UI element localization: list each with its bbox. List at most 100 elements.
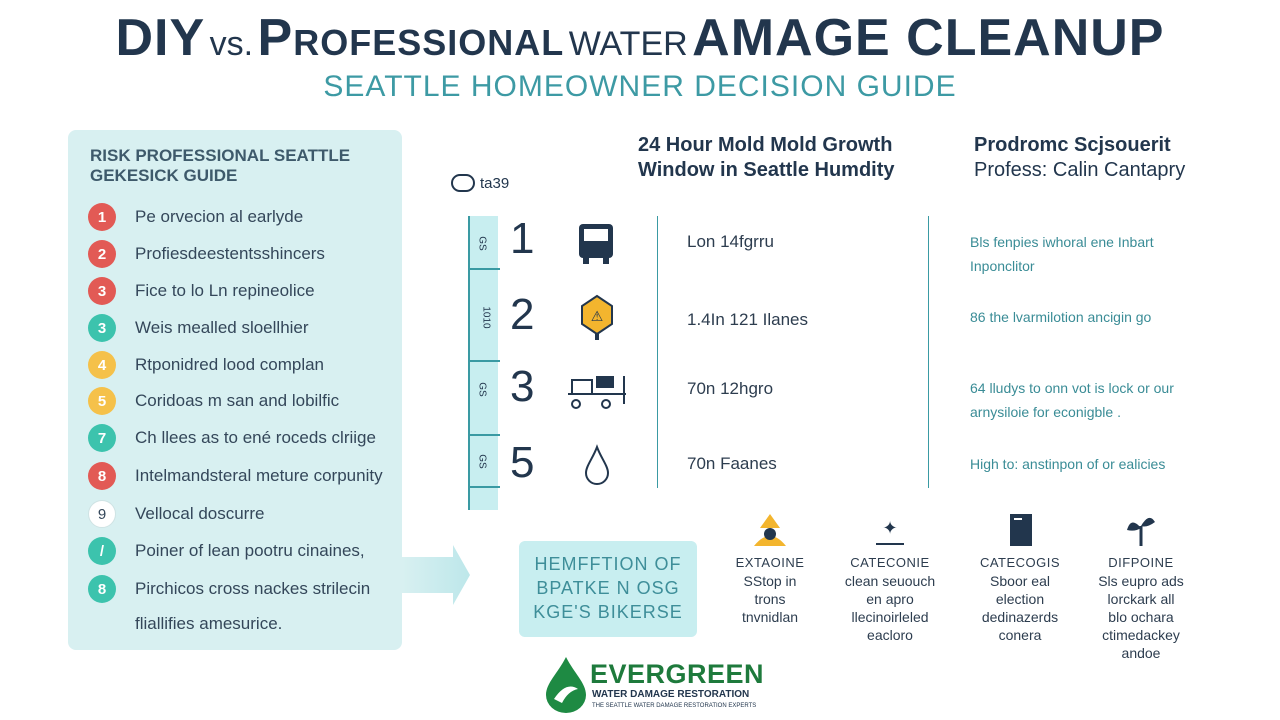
category-line: election bbox=[995, 591, 1045, 607]
category-line: dedinazerds bbox=[981, 609, 1059, 625]
center-line-1: HEMFFTION OF bbox=[534, 554, 682, 574]
category-card: DIFPOINE Sls eupro ads lorckark all blo … bbox=[1076, 508, 1206, 662]
step-number-badge: 3 bbox=[88, 314, 116, 342]
sparkle-icon: ✦ bbox=[825, 508, 955, 548]
mold-time-cell: 1.4In 121 Ilanes bbox=[687, 310, 808, 329]
svg-text:✦: ✦ bbox=[882, 518, 897, 539]
step-item: 9 Vellocal doscurre bbox=[88, 499, 264, 529]
category-line: conera bbox=[998, 627, 1042, 643]
category-line: lorckark all bbox=[1107, 591, 1175, 607]
step-text: Pirchicos cross nackes strilecin bbox=[135, 579, 371, 598]
step-text: Pe orvecion al earlyde bbox=[135, 207, 304, 226]
title-vs: vs. bbox=[209, 25, 254, 63]
pro-note-cell: High to: anstinpon of or ealicies bbox=[970, 452, 1165, 476]
step-item: fliallifies amesurice. bbox=[88, 609, 282, 639]
pro-heading-line1: Prodromc Scjsouerit bbox=[974, 134, 1171, 156]
step-number-badge: 7 bbox=[88, 424, 116, 452]
scale-label: GS bbox=[476, 382, 488, 397]
step-number-badge: 4 bbox=[88, 351, 116, 379]
pro-note-line: 86 the lvarmilotion ancigin go bbox=[970, 309, 1152, 325]
panel-heading-line2: GEKESICK GUIDE bbox=[90, 166, 238, 185]
step-item: 7 Ch llees as to ené roceds clriige bbox=[88, 423, 376, 453]
scale-tick bbox=[470, 434, 500, 436]
row-number: 3 bbox=[510, 362, 535, 411]
mold-time-cell: Lon 14fgrru bbox=[687, 232, 774, 251]
scale-label: GS bbox=[476, 454, 488, 469]
step-item: 3 Fice to lo Ln repineolice bbox=[88, 276, 315, 306]
pro-note-cell: 86 the lvarmilotion ancigin go bbox=[970, 305, 1151, 329]
step-item: 4 Rtponidred lood complan bbox=[88, 350, 324, 380]
mold-time-cell: 70n Faanes bbox=[687, 454, 777, 473]
step-text: Rtponidred lood complan bbox=[135, 355, 325, 374]
pro-note-line: Inponclitor bbox=[970, 258, 1035, 274]
scale-label: GS bbox=[476, 236, 488, 251]
risk-guide-panel: RISK PROFESSIONAL SEATTLE GEKESICK GUIDE… bbox=[68, 130, 402, 650]
scale-label: 1010 bbox=[480, 306, 492, 329]
step-text: Poiner of lean pootru cinaines, bbox=[135, 541, 365, 560]
step-text: Intelmandsteral meture corpunity bbox=[135, 466, 383, 485]
panel-heading: RISK PROFESSIONAL SEATTLE GEKESICK GUIDE bbox=[90, 146, 350, 186]
pro-note-line: arnysiloie for econigble . bbox=[970, 404, 1121, 420]
step-number-badge: 9 bbox=[88, 500, 116, 528]
panel-heading-line1: RISK PROFESSIONAL SEATTLE bbox=[90, 146, 351, 165]
step-text: Profiesdeestentsshincers bbox=[135, 244, 325, 263]
step-item: 5 Coridoas m san and lobilfic bbox=[88, 386, 339, 416]
mold-window-heading: 24 Hour Mold Mold Growth Window in Seatt… bbox=[638, 133, 895, 183]
pro-note-cell: Bls fenpies iwhoral ene Inbart Inponclit… bbox=[970, 230, 1154, 278]
step-text: Fice to lo Ln repineolice bbox=[135, 281, 315, 300]
pro-heading-line2: Profess: Calin Cantapry bbox=[974, 159, 1186, 181]
step-text: Ch llees as to ené roceds clriige bbox=[135, 428, 376, 447]
hazard-person-icon bbox=[705, 508, 835, 548]
leaf-drop-icon bbox=[546, 657, 586, 713]
step-item: 8 Pirchicos cross nackes strilecin bbox=[88, 574, 370, 604]
logo-tagline: WATER DAMAGE RESTORATION bbox=[592, 689, 750, 700]
step-item: 8 Intelmandsteral meture corpunity bbox=[88, 461, 383, 491]
category-line: llecinoirleled bbox=[851, 609, 929, 625]
pro-note-line: High to: anstinpon of or ealicies bbox=[970, 456, 1166, 472]
column-divider bbox=[928, 216, 929, 488]
step-text: Weis mealled sloellhier bbox=[135, 318, 309, 337]
step-number-badge: 8 bbox=[88, 462, 116, 490]
logo-name: EVERGREEN bbox=[590, 659, 765, 689]
document-icon bbox=[955, 508, 1085, 548]
step-item: 1 Pe orvecion al earlyde bbox=[88, 202, 303, 232]
category-line: clean seuouch bbox=[844, 573, 936, 589]
category-line: Sboor eal bbox=[990, 573, 1050, 589]
row-number: 1 bbox=[510, 214, 535, 263]
mold-heading-line1: 24 Hour Mold Mold Growth bbox=[638, 134, 893, 156]
page-subtitle: SEATTLE HOMEOWNER DECISION GUIDE bbox=[323, 70, 957, 103]
category-line: ctimedackey bbox=[1102, 627, 1180, 643]
row-number: 5 bbox=[510, 438, 535, 487]
step-item: 2 Profiesdeestentsshincers bbox=[88, 239, 325, 269]
center-summary-box: HEMFFTION OF BPATKE N OSG KGE'S BIKERSE bbox=[519, 541, 697, 637]
equipment-cart-icon bbox=[568, 376, 626, 409]
category-line: blo ochara bbox=[1108, 609, 1174, 625]
category-line: eacloro bbox=[867, 627, 913, 643]
center-line-3: KGE'S BIKERSE bbox=[533, 602, 683, 622]
arrow-connector bbox=[402, 545, 470, 605]
category-card: EXTAOINE SStop in trons tnvnidlan bbox=[705, 508, 835, 626]
step-item: / Poiner of lean pootru cinaines, bbox=[88, 536, 365, 566]
plant-icon bbox=[1076, 508, 1206, 548]
title-professional: Professional bbox=[257, 9, 565, 67]
category-name: DIFPOINE bbox=[1108, 555, 1174, 570]
svg-text:⚠: ⚠ bbox=[591, 309, 604, 325]
evergreen-logo: EVERGREEN WATER DAMAGE RESTORATION THE S… bbox=[540, 655, 764, 715]
timer-icon bbox=[451, 174, 475, 192]
step-text: fliallifies amesurice. bbox=[135, 614, 283, 633]
category-name: CATECOGIS bbox=[979, 555, 1061, 570]
step-text: Vellocal doscurre bbox=[135, 504, 265, 523]
center-line-2: BPATKE N OSG bbox=[536, 578, 680, 598]
step-number-badge: 5 bbox=[88, 387, 116, 415]
scale-tick bbox=[470, 360, 500, 362]
step-number-badge: 1 bbox=[88, 203, 116, 231]
step-number-badge: 3 bbox=[88, 277, 116, 305]
step-number-badge: 8 bbox=[88, 575, 116, 603]
category-line: Sls eupro ads bbox=[1098, 573, 1184, 589]
pro-note-cell: 64 lludys to onn vot is lock or our arny… bbox=[970, 376, 1174, 424]
timer-label: ta39 bbox=[480, 175, 510, 192]
step-item: 3 Weis mealled sloellhier bbox=[88, 313, 309, 343]
category-line: SStop in bbox=[743, 573, 797, 589]
category-name: EXTAOINE bbox=[735, 555, 805, 570]
step-number-badge: / bbox=[88, 537, 116, 565]
